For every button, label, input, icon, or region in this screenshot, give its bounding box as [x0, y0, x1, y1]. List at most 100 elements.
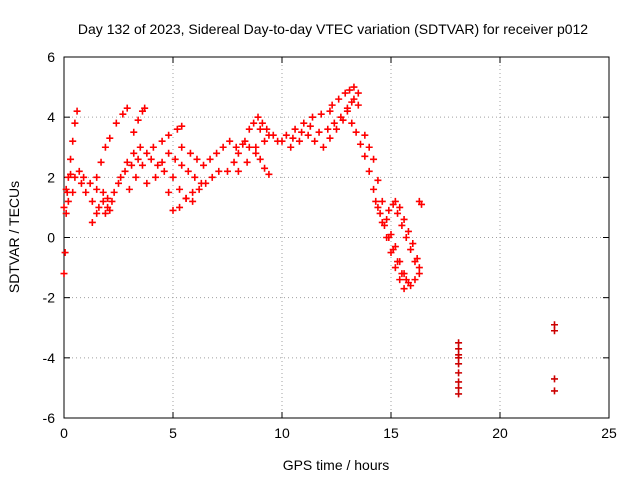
data-point — [256, 155, 264, 163]
data-point — [383, 215, 391, 223]
data-point — [206, 155, 214, 163]
y-tick-label: 4 — [47, 109, 55, 125]
data-point — [60, 203, 68, 211]
data-point — [378, 197, 386, 205]
data-point — [350, 83, 358, 91]
data-point — [394, 209, 402, 217]
data-point — [455, 369, 463, 377]
data-point — [62, 209, 70, 217]
data-point — [134, 155, 142, 163]
data-point — [245, 143, 253, 151]
data-point — [158, 158, 166, 166]
data-point — [370, 155, 378, 163]
data-point — [306, 122, 314, 130]
data-point — [239, 140, 247, 148]
data-point — [291, 125, 299, 133]
data-point — [160, 167, 168, 175]
y-tick-label: -2 — [43, 290, 56, 306]
data-point — [112, 119, 120, 127]
data-point — [152, 173, 160, 181]
data-point — [258, 119, 266, 127]
data-point — [261, 164, 269, 172]
data-point — [128, 161, 136, 169]
data-point — [341, 89, 349, 97]
data-point — [391, 197, 399, 205]
data-point — [265, 131, 273, 139]
data-point — [252, 143, 260, 151]
data-point — [158, 137, 166, 145]
data-point — [398, 270, 406, 278]
data-point — [95, 203, 103, 211]
data-point — [195, 185, 203, 193]
data-point — [356, 140, 364, 148]
data-point — [69, 188, 77, 196]
data-point — [93, 173, 101, 181]
data-point — [61, 249, 69, 257]
data-point — [125, 185, 133, 193]
data-point — [407, 246, 415, 254]
data-point — [77, 179, 85, 187]
data-point — [551, 327, 558, 335]
data-point — [455, 360, 463, 368]
data-point — [402, 276, 410, 284]
data-point — [274, 137, 282, 145]
data-point — [350, 95, 358, 103]
data-point — [455, 390, 463, 398]
data-point — [134, 116, 142, 124]
data-point — [189, 188, 197, 196]
data-point — [101, 209, 109, 217]
data-point — [317, 110, 325, 118]
data-point — [232, 143, 240, 151]
data-point — [165, 131, 173, 139]
data-point — [365, 167, 373, 175]
data-point — [73, 107, 81, 115]
data-point — [245, 125, 253, 133]
data-point — [455, 384, 463, 392]
data-point — [143, 179, 151, 187]
data-point — [75, 167, 83, 175]
x-tick-label: 25 — [601, 425, 617, 441]
data-point — [176, 203, 184, 211]
data-point — [208, 173, 216, 181]
data-point — [455, 354, 463, 362]
data-point — [93, 185, 101, 193]
data-point — [226, 137, 234, 145]
data-point — [213, 149, 221, 157]
x-tick-label: 0 — [60, 425, 68, 441]
data-point — [149, 143, 157, 151]
data-point — [333, 125, 340, 133]
data-point — [67, 170, 75, 178]
data-point — [191, 173, 199, 181]
data-points — [60, 83, 558, 398]
data-point — [67, 155, 75, 163]
data-point — [250, 119, 258, 127]
data-point — [352, 128, 360, 136]
data-point — [376, 209, 384, 217]
data-point — [324, 125, 332, 133]
data-point — [551, 321, 558, 329]
data-point — [354, 101, 362, 109]
data-point — [254, 113, 262, 121]
x-axis-label: GPS time / hours — [283, 457, 390, 473]
data-point — [171, 155, 179, 163]
data-point — [261, 137, 269, 145]
y-tick-label: -6 — [43, 410, 56, 426]
data-point — [372, 197, 380, 205]
data-point — [154, 161, 162, 169]
data-point — [106, 134, 114, 142]
data-point — [71, 173, 79, 181]
data-point — [374, 203, 382, 211]
data-point — [189, 197, 197, 205]
data-point — [380, 221, 388, 229]
data-point — [64, 197, 72, 205]
data-point — [176, 185, 184, 193]
data-point — [348, 119, 356, 127]
data-point — [88, 197, 96, 205]
data-point — [108, 197, 116, 205]
x-tick-labels: 0 5 10 15 20 25 — [60, 425, 617, 441]
data-point — [455, 345, 463, 353]
data-point — [396, 276, 404, 284]
data-point — [224, 167, 231, 175]
data-point — [93, 209, 101, 217]
data-point — [335, 95, 343, 103]
